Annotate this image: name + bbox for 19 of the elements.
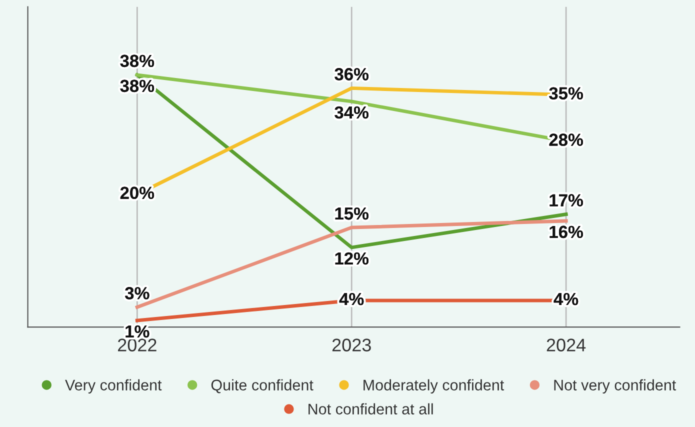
data-label: 38% [120,54,154,68]
data-label: 34% [334,106,369,119]
data-label: 4% [554,292,578,306]
x-tick-label: 2023 [332,338,371,352]
data-label: 3% [125,287,150,300]
data-label: 12% [335,252,369,265]
x-tick-label: 2022 [118,338,156,352]
data-label: 17% [550,194,583,206]
data-label: 15% [335,207,369,220]
x-tick-label: 2024 [546,338,586,352]
legend-label: Moderately confident [364,379,504,394]
data-label: 35% [549,87,583,100]
data-label: 16% [550,226,583,238]
legend-label: Quite confident [211,379,314,394]
legend-label: Very confident [65,379,162,394]
legend-label: Not very confident [554,379,676,394]
data-label: 36% [334,68,369,80]
legend-label: Not confident at all [308,403,433,415]
data-label: 1% [126,325,150,338]
